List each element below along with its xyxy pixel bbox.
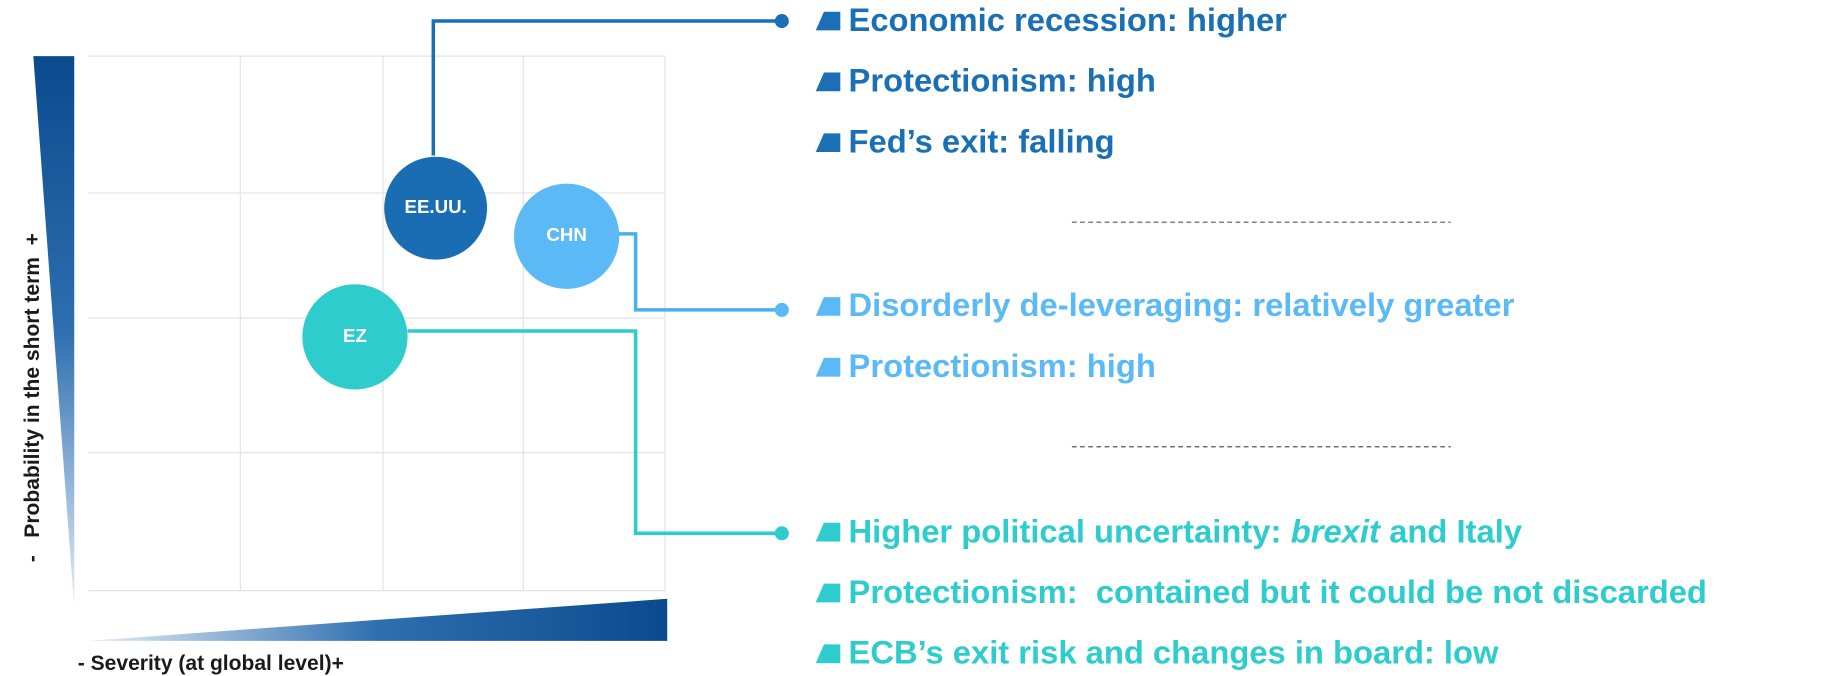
- bullet: [815, 11, 841, 31]
- connector-dot: [774, 14, 789, 29]
- x-axis-label: - Severity (at global level)+: [78, 652, 344, 675]
- risk-item: Disorderly de-leveraging: relatively gre…: [848, 286, 1514, 323]
- connector-dot: [774, 302, 789, 317]
- risk-item: Protectionism: contained but it could be…: [848, 573, 1706, 610]
- bubble: [384, 156, 488, 260]
- risk-list: Economic recession: higher Protectionism:…: [815, 1, 1707, 671]
- bullet: [815, 133, 841, 153]
- connector: [407, 329, 782, 536]
- bubble-label: EZ: [343, 325, 367, 346]
- risk-item: Protectionism: high: [848, 62, 1155, 99]
- bubble: [302, 284, 408, 390]
- item-emphasis: brexit: [1291, 512, 1382, 549]
- risk-item: Higher political uncertainty: brexit and I…: [848, 512, 1522, 549]
- risk-item: Economic recession: higher: [848, 1, 1287, 38]
- bubble: [514, 183, 620, 289]
- bullet: [815, 72, 841, 92]
- x-axis-wedge: [88, 598, 668, 641]
- bullet: [815, 297, 841, 316]
- bullet: [815, 583, 841, 603]
- bubble-label: CHN: [546, 224, 587, 245]
- risk-item: Protectionism: high: [848, 347, 1155, 384]
- connector: [431, 19, 782, 156]
- item-text: and Italy: [1389, 512, 1523, 549]
- connector-dot: [774, 526, 789, 541]
- y-axis-label: - Probability in the short term +: [21, 233, 44, 562]
- bubble-label: EE.UU.: [404, 196, 466, 217]
- bullet: [815, 357, 841, 377]
- risk-item: Fed’s exit: falling: [848, 123, 1114, 160]
- item-text: Higher political uncertainty:: [848, 512, 1281, 549]
- connectors: [407, 19, 782, 536]
- bullet: [815, 522, 841, 542]
- grid: [88, 55, 666, 592]
- y-axis-wedge: [33, 56, 75, 609]
- risk-item: ECB’s exit risk and changes in board: lo…: [848, 634, 1499, 671]
- connector: [618, 232, 782, 312]
- bullet: [815, 644, 841, 664]
